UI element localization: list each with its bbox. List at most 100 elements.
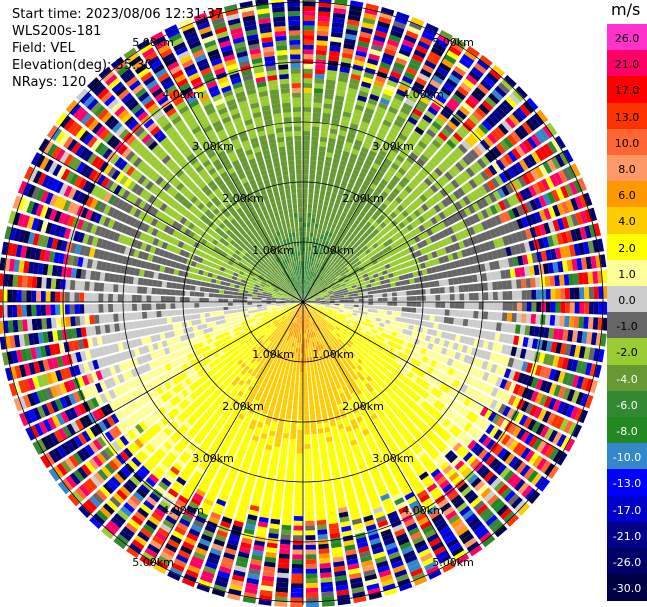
velocity-gate bbox=[351, 518, 363, 526]
velocity-gate bbox=[425, 416, 434, 425]
velocity-gate bbox=[391, 199, 400, 208]
velocity-gate bbox=[356, 286, 363, 290]
velocity-gate bbox=[401, 307, 407, 312]
velocity-gate bbox=[325, 263, 330, 269]
velocity-gate bbox=[506, 473, 518, 485]
velocity-gate bbox=[262, 497, 272, 505]
velocity-gate bbox=[459, 394, 468, 404]
velocity-gate bbox=[182, 398, 191, 407]
velocity-gate bbox=[380, 178, 389, 187]
velocity-gate bbox=[363, 569, 376, 577]
velocity-gate bbox=[254, 384, 261, 391]
velocity-gate bbox=[440, 174, 450, 184]
velocity-gate bbox=[370, 89, 381, 97]
velocity-gate bbox=[436, 66, 449, 77]
velocity-gate bbox=[447, 490, 459, 501]
velocity-gate bbox=[443, 185, 452, 195]
velocity-gate bbox=[316, 510, 326, 516]
velocity-gate bbox=[341, 530, 353, 537]
velocity-gate bbox=[380, 429, 389, 437]
velocity-gate bbox=[568, 422, 578, 436]
velocity-gate bbox=[215, 421, 223, 430]
velocity-gate bbox=[217, 405, 226, 414]
velocity-gate bbox=[76, 449, 87, 462]
velocity-gate bbox=[287, 325, 291, 331]
velocity-gate bbox=[293, 520, 303, 526]
velocity-gate bbox=[306, 285, 309, 290]
velocity-gate bbox=[462, 276, 469, 284]
velocity-gate bbox=[491, 89, 504, 101]
velocity-gate bbox=[327, 320, 333, 325]
velocity-gate bbox=[89, 516, 102, 529]
velocity-gate bbox=[369, 124, 379, 132]
velocity-gate bbox=[352, 263, 358, 269]
velocity-gate bbox=[379, 413, 387, 421]
velocity-gate bbox=[362, 76, 373, 84]
velocity-gate bbox=[344, 269, 350, 274]
velocity-gate bbox=[360, 397, 368, 404]
velocity-gate bbox=[352, 287, 358, 291]
velocity-gate bbox=[358, 275, 364, 280]
velocity-gate bbox=[301, 338, 303, 344]
velocity-gate bbox=[366, 421, 375, 428]
velocity-gate bbox=[196, 583, 211, 593]
velocity-gate bbox=[493, 302, 498, 311]
velocity-gate bbox=[347, 360, 354, 367]
velocity-gate bbox=[366, 361, 373, 368]
velocity-gate bbox=[434, 280, 440, 287]
velocity-gate bbox=[151, 511, 163, 522]
velocity-gate bbox=[503, 334, 510, 344]
velocity-gate bbox=[392, 524, 404, 533]
velocity-gate bbox=[418, 388, 426, 397]
velocity-gate bbox=[195, 547, 208, 556]
velocity-gate bbox=[505, 96, 518, 109]
velocity-gate bbox=[160, 394, 169, 403]
velocity-gate bbox=[370, 372, 377, 379]
velocity-gate bbox=[417, 40, 431, 50]
velocity-gate bbox=[484, 167, 494, 179]
velocity-gate bbox=[357, 541, 369, 549]
velocity-gate bbox=[374, 210, 382, 217]
velocity-gate bbox=[303, 246, 306, 251]
velocity-gate bbox=[499, 156, 510, 168]
velocity-gate bbox=[303, 92, 312, 98]
velocity-gate bbox=[229, 402, 236, 410]
velocity-gate bbox=[388, 166, 397, 175]
velocity-gate bbox=[305, 309, 307, 315]
velocity-gate bbox=[523, 241, 531, 253]
velocity-gate bbox=[394, 497, 405, 506]
velocity-gate bbox=[280, 338, 285, 344]
velocity-gate bbox=[353, 427, 361, 435]
velocity-gate bbox=[322, 289, 328, 293]
velocity-gate bbox=[336, 274, 342, 280]
velocity-gate bbox=[390, 235, 398, 242]
velocity-gate bbox=[315, 325, 319, 331]
velocity-gate bbox=[310, 150, 318, 156]
velocity-gate bbox=[556, 232, 564, 245]
velocity-gate bbox=[496, 281, 503, 290]
velocity-gate bbox=[307, 256, 310, 261]
velocity-gate bbox=[314, 284, 318, 289]
velocity-gate bbox=[308, 352, 312, 358]
velocity-gate bbox=[417, 72, 430, 82]
velocity-gate bbox=[310, 297, 315, 300]
velocity-gate bbox=[320, 364, 325, 370]
velocity-gate bbox=[180, 545, 193, 555]
velocity-gate bbox=[332, 17, 345, 24]
velocity-gate bbox=[394, 93, 405, 102]
velocity-gate bbox=[416, 241, 424, 249]
velocity-gate bbox=[184, 408, 193, 417]
velocity-gate bbox=[333, 389, 339, 396]
velocity-gate bbox=[508, 369, 516, 380]
velocity-gate bbox=[117, 469, 128, 481]
velocity-gate bbox=[248, 335, 254, 341]
velocity-gate bbox=[297, 429, 303, 435]
velocity-gate bbox=[297, 352, 301, 358]
velocity-gate bbox=[280, 539, 291, 545]
velocity-gate bbox=[167, 511, 180, 521]
velocity-gate bbox=[292, 544, 303, 550]
velocity-gate bbox=[293, 307, 298, 311]
velocity-gate bbox=[148, 440, 159, 451]
velocity-gate bbox=[283, 500, 293, 507]
velocity-gate bbox=[416, 295, 422, 301]
